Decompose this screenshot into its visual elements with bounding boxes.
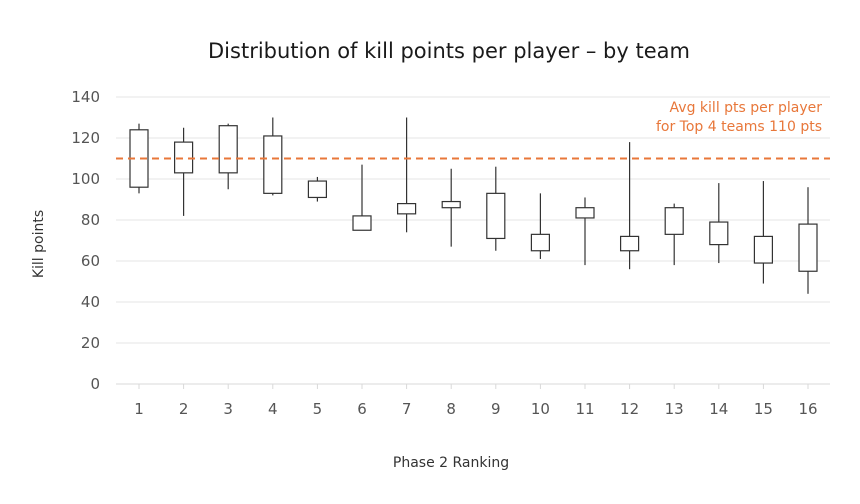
y-tick-label: 80: [81, 211, 100, 229]
x-tick-label: 3: [223, 400, 233, 418]
box-body: [753, 235, 774, 264]
y-axis-ticks: 0 20 40 60 80 100 120 140: [71, 88, 100, 393]
box-body: [397, 203, 417, 215]
box-body: [263, 135, 283, 194]
reference-line-label: Avg kill pts per player: [670, 100, 823, 116]
x-tick-label: 7: [402, 400, 412, 418]
box-body: [798, 223, 818, 272]
x-axis-ticks: 1 2 3 4 5 6 7 8 9 10 11 12 13 14 15 16: [134, 384, 818, 418]
box-body: [441, 200, 461, 209]
x-tick-label: 13: [665, 400, 684, 418]
y-tick-label: 120: [71, 129, 100, 147]
x-tick-label: 14: [709, 400, 728, 418]
y-tick-label: 40: [81, 293, 100, 311]
box-body: [352, 215, 372, 231]
x-tick-label: 12: [620, 400, 639, 418]
y-tick-label: 140: [71, 88, 100, 106]
box-body: [709, 221, 729, 246]
box-body: [530, 233, 551, 252]
x-axis-label: Phase 2 Ranking: [393, 455, 509, 471]
box-body: [664, 207, 684, 235]
x-tick-label: 5: [313, 400, 323, 418]
box-body: [486, 192, 506, 240]
x-tick-label: 11: [575, 400, 594, 418]
x-tick-label: 6: [357, 400, 367, 418]
box-body: [218, 125, 238, 174]
x-tick-label: 1: [134, 400, 144, 418]
x-tick-label: 10: [531, 400, 550, 418]
x-tick-label: 9: [491, 400, 501, 418]
y-tick-label: 20: [81, 334, 100, 352]
boxes: [129, 117, 818, 294]
x-tick-label: 15: [754, 400, 773, 418]
chart-title: Distribution of kill points per player –…: [208, 39, 690, 63]
y-tick-label: 60: [81, 252, 100, 270]
x-tick-label: 2: [179, 400, 189, 418]
x-tick-label: 16: [798, 400, 817, 418]
y-tick-label: 100: [71, 170, 100, 188]
y-tick-label: 0: [90, 375, 100, 393]
reference-line-label: for Top 4 teams 110 pts: [656, 119, 822, 135]
x-tick-label: 4: [268, 400, 278, 418]
box-body: [619, 235, 640, 252]
y-axis-label: Kill points: [31, 210, 47, 278]
box-body: [307, 180, 327, 199]
x-tick-label: 8: [446, 400, 456, 418]
box-body: [174, 141, 194, 174]
box-body: [575, 207, 595, 219]
